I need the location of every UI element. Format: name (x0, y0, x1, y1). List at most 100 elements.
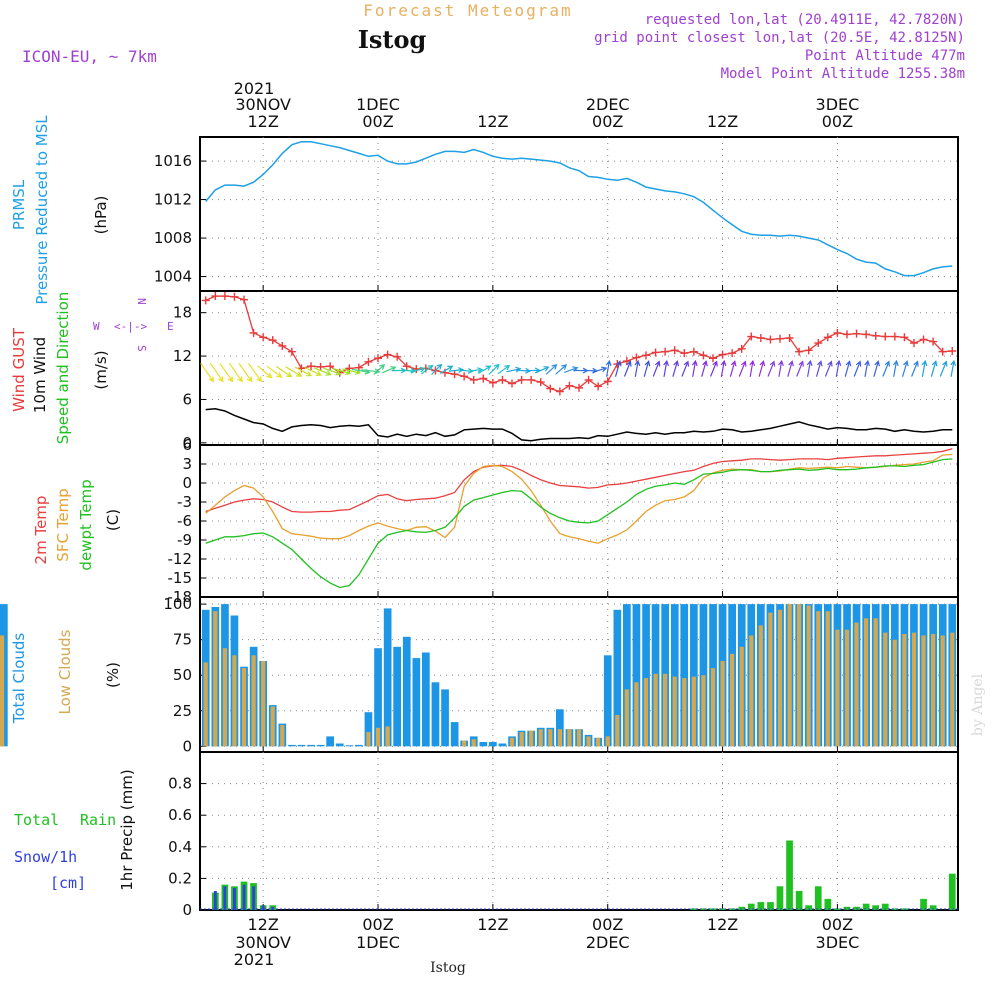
ytick-label-temperature: -9 (177, 531, 192, 549)
gust-point (708, 354, 717, 363)
total-cloud-bar (498, 743, 507, 747)
low-cloud-bar (797, 604, 802, 747)
wind-direction-arrow (720, 359, 727, 377)
top-day-label: 3DEC (816, 95, 860, 114)
wind-line (205, 408, 953, 442)
low-cloud-bar (519, 732, 524, 747)
wind-direction-arrow (873, 360, 880, 377)
low-cloud-bar (768, 612, 773, 747)
total-cloud-bar (431, 682, 440, 747)
compass-west: W (93, 320, 100, 333)
low-cloud-bar (710, 668, 716, 747)
precip-bar (776, 886, 784, 910)
wind-direction-arrow (806, 359, 813, 377)
gust-point (661, 347, 670, 356)
compass-north: N (135, 298, 148, 305)
wind-direction-arrow (672, 360, 679, 377)
gust-point (785, 333, 794, 342)
precip-bar (872, 905, 879, 910)
wind-direction-arrow (200, 362, 215, 383)
total-cloud-bar (345, 745, 354, 747)
gust-point (498, 375, 507, 384)
bottom-hour-label: 12Z (248, 915, 279, 934)
low-cloud-bar (921, 635, 926, 747)
low-cloud-bar (203, 662, 208, 747)
label-snow-unit: [cm] (50, 874, 86, 892)
wind-direction-arrow (643, 360, 651, 377)
label-total-clouds: Total Clouds (10, 633, 28, 725)
total-cloud-bar (422, 652, 430, 747)
gust-point (680, 349, 689, 358)
wind-direction-arrow (304, 366, 322, 376)
low-cloud-bar (222, 648, 227, 747)
wind-direction-arrow (285, 366, 303, 377)
label-precip-axis: 1hr Precip (mm) (118, 769, 136, 890)
gust-point (211, 292, 220, 301)
total-cloud-bar (450, 722, 459, 747)
low-cloud-bar (280, 725, 285, 747)
ytick-label-wind: 18 (173, 304, 192, 322)
low-cloud-bar (777, 609, 783, 747)
total-cloud-bar (297, 744, 306, 747)
low-cloud-bar (375, 727, 381, 747)
gust-point (775, 334, 784, 343)
wind-direction-arrow (228, 362, 243, 383)
low-cloud-bar (586, 736, 591, 747)
ytick-label-temperature: -3 (177, 493, 192, 511)
gust-point (871, 331, 880, 340)
gust-point (766, 335, 775, 344)
gust-point (536, 378, 545, 387)
label-total: Total (14, 811, 59, 829)
low-cloud-bar (232, 655, 237, 747)
precip-bar (747, 903, 755, 910)
low-cloud-bar (730, 653, 735, 747)
gust-point (450, 370, 459, 379)
wind-direction-arrow (592, 366, 608, 373)
bottom-day-label: 3DEC (816, 933, 860, 952)
wind-direction-arrow (275, 366, 293, 378)
total-cloud-bar (680, 604, 689, 747)
gust-point (517, 375, 526, 384)
ytick-label-clouds: 50 (173, 666, 192, 684)
gust-point (488, 378, 497, 387)
gust-point (670, 346, 679, 355)
label-celsius: (C) (104, 509, 122, 531)
low-cloud-bar (615, 715, 620, 747)
wind-direction-arrow (332, 367, 352, 376)
gust-point (900, 333, 909, 342)
precip-bar (757, 902, 765, 910)
low-cloud-bar (251, 655, 256, 747)
precip-bar (843, 906, 851, 910)
gust-point (909, 339, 918, 348)
top-hour-label: 12Z (477, 112, 508, 131)
wind-direction-arrow (266, 365, 283, 378)
low-cloud-bar (854, 622, 859, 747)
gust-point (833, 328, 842, 337)
total-cloud-bar (355, 744, 363, 747)
ytick-label-clouds: 25 (173, 702, 192, 720)
wind-direction-arrow (835, 359, 842, 377)
gust-point (890, 332, 899, 341)
gust-point (364, 357, 373, 366)
label-hpa: (hPa) (92, 196, 110, 235)
gust-point (555, 387, 564, 396)
low-cloud-bar (739, 646, 744, 747)
low-cloud-bar (806, 605, 811, 747)
gust-point (632, 353, 641, 362)
wind-direction-arrow (710, 360, 718, 377)
snow-bar (252, 886, 256, 910)
low-cloud-bar (787, 604, 792, 747)
gust-point (795, 347, 804, 356)
gust-point (374, 354, 383, 363)
low-cloud-bar (720, 661, 725, 747)
wind-direction-arrow (634, 359, 641, 377)
ytick-label-precip: 0.4 (168, 838, 192, 856)
top-day-label: 30NOV (235, 95, 291, 114)
wind-direction-arrow (681, 360, 690, 377)
gust-point (527, 375, 536, 384)
label-ms: (m/s) (92, 350, 110, 389)
total-cloud-bar (383, 608, 392, 747)
gust-point (881, 332, 890, 341)
gust-point (546, 384, 555, 393)
watermark: by Angel (970, 673, 986, 736)
